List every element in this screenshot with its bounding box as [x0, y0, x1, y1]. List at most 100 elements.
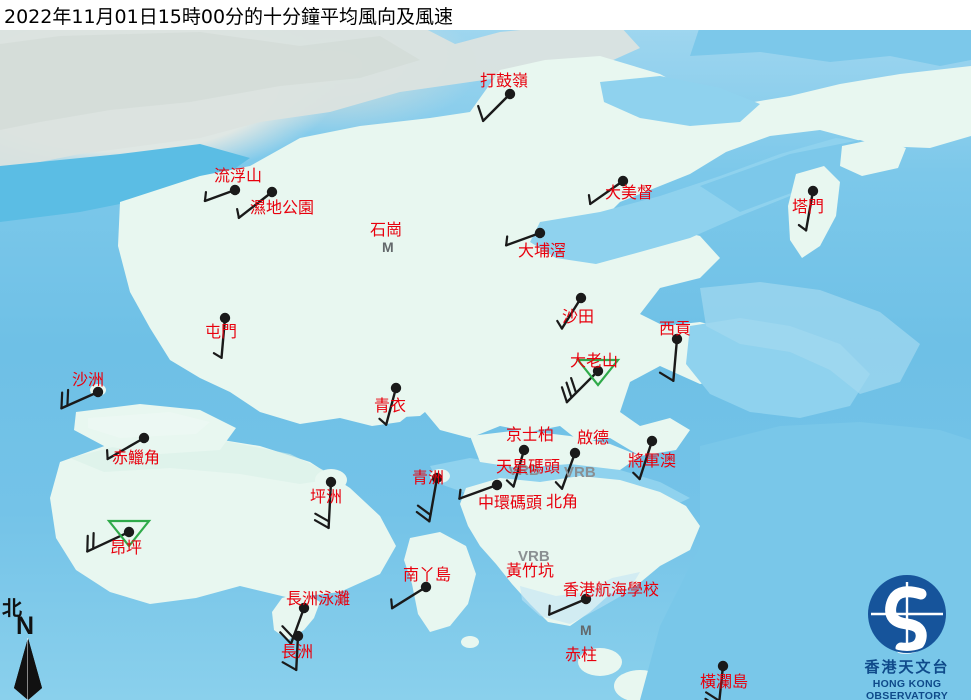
station-label-north-point: 北角 [546, 492, 579, 511]
hong-kong-island [460, 476, 700, 626]
station-dot-icon [807, 185, 819, 197]
station-dot-icon [229, 184, 241, 196]
station-label-hk-sea-school: 香港航海學校 [563, 580, 660, 599]
north-arrow-icon [14, 638, 42, 700]
station-label-lamma-island: 南丫島 [403, 565, 452, 584]
tsing-yi-island [366, 370, 440, 418]
station-label-kings-park: 京士柏 [506, 425, 555, 444]
station-flag-north-point: VRB [564, 464, 596, 481]
wind-station-peng-chau[interactable] [313, 476, 337, 530]
barb-shaft [718, 664, 725, 700]
barb-full [658, 371, 675, 382]
wind-station-tai-po-kau[interactable] [504, 227, 546, 247]
barb-shaft [560, 296, 583, 330]
station-dot-icon [123, 526, 135, 538]
wind-station-ngong-ping[interactable] [86, 519, 152, 553]
station-dot-icon [518, 444, 530, 456]
wind-station-tseung-kwan-o[interactable] [632, 435, 658, 481]
barb-shaft [481, 92, 512, 123]
station-dot-icon [491, 479, 503, 491]
deep-bay [0, 144, 250, 222]
barb-shaft [547, 597, 588, 616]
compass-rose: 北 N [2, 592, 62, 700]
wind-station-tuen-mun[interactable] [212, 312, 231, 360]
station-label-lau-fau-shan: 流浮山 [214, 166, 263, 185]
compass-label-cn: 北 [2, 596, 22, 620]
wind-station-ta-kwu-ling[interactable] [477, 88, 516, 123]
station-flag-shek-kong: M [382, 239, 394, 255]
plover-cove [600, 76, 760, 126]
station-dot-icon [646, 435, 658, 447]
station-dot-icon [219, 312, 231, 324]
wind-station-wetland-park[interactable] [236, 186, 278, 220]
station-label-sai-kung: 西貢 [659, 319, 692, 338]
barb-half [556, 319, 564, 330]
wind-station-kings-park[interactable] [505, 444, 530, 488]
kowloon-peninsula [470, 430, 640, 470]
station-label-sha-tin: 沙田 [562, 307, 595, 326]
barb-full [281, 661, 298, 672]
wind-station-tsing-yi[interactable] [378, 382, 402, 426]
mainland-texture [0, 32, 420, 130]
barb-shaft [295, 634, 300, 672]
station-dot-icon [431, 472, 443, 484]
station-dot-icon [569, 447, 581, 459]
barb-shaft [220, 316, 227, 360]
station-label-tap-mun: 塔門 [792, 197, 825, 216]
barb-shaft [458, 483, 499, 500]
barb-shaft [512, 448, 526, 488]
barb-full [314, 512, 331, 523]
station-label-stanley: 赤柱 [565, 645, 598, 664]
wind-station-chek-lap-kok[interactable] [105, 432, 150, 461]
station-label-tai-po-kau: 大埔滘 [518, 241, 567, 260]
ne-water-1 [690, 26, 971, 66]
wind-station-tates-cairn[interactable] [560, 358, 621, 404]
station-dot-icon [420, 581, 432, 593]
barb-half [378, 417, 388, 426]
station-dot-icon [534, 227, 546, 239]
barb-shaft [237, 190, 274, 220]
wind-station-sai-kung[interactable] [658, 333, 683, 383]
title-bar: 2022年11月01日15時00分的十分鐘平均風向及風速 [0, 0, 971, 30]
barb-half [797, 223, 808, 232]
wind-station-hk-sea-school[interactable] [547, 593, 592, 616]
wind-station-sha-chau[interactable] [60, 386, 104, 410]
islet-5 [461, 636, 479, 648]
barb-full [281, 625, 295, 639]
station-dot-icon [580, 593, 592, 605]
wind-station-lamma-island[interactable] [390, 581, 432, 610]
wind-station-green-island[interactable] [415, 472, 443, 523]
station-dot-icon [138, 432, 150, 444]
barb-half [390, 598, 394, 610]
airport-runways [88, 412, 210, 438]
wind-barbs-layer[interactable] [0, 26, 971, 700]
barb-full [560, 386, 568, 404]
wind-station-kai-tak[interactable] [554, 447, 581, 490]
wind-station-cheung-chau[interactable] [281, 630, 304, 672]
wind-station-sha-tin[interactable] [556, 292, 587, 330]
barb-full [565, 381, 573, 399]
wind-station-tap-mun[interactable] [797, 185, 819, 232]
lamma-island-shape [404, 532, 476, 632]
barb-half [632, 471, 641, 481]
station-dot-icon [671, 333, 683, 345]
map-canvas[interactable] [0, 26, 971, 700]
barb-shaft [672, 337, 679, 383]
compass-label-en: N [16, 612, 35, 640]
station-flag-star-ferry: VRB [508, 462, 540, 479]
tap-mun-island [788, 166, 840, 258]
station-dot-icon [292, 630, 304, 642]
wind-station-waglan-island[interactable] [704, 660, 729, 700]
wind-station-central-pier[interactable] [458, 479, 503, 500]
station-label-sha-chau: 沙洲 [72, 370, 105, 389]
barb-full [416, 504, 432, 517]
mountain-station-triangle-icon [575, 358, 621, 387]
station-label-peng-chau: 坪洲 [310, 487, 343, 506]
wind-station-lau-fau-shan[interactable] [203, 184, 241, 203]
station-label-shek-kong: 石崗 [370, 220, 403, 239]
wind-station-tai-mei-tuk[interactable] [587, 175, 629, 206]
station-label-cheung-chau: 長洲 [281, 642, 314, 661]
station-dot-icon [390, 382, 402, 394]
station-label-kai-tak: 啟德 [577, 428, 610, 447]
